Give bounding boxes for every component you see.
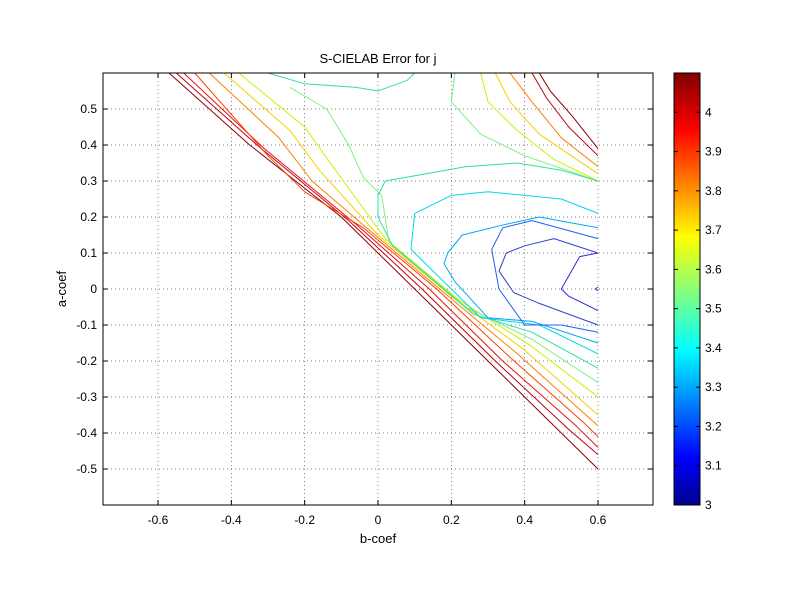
x-tick-label: 0.6 xyxy=(590,513,607,527)
y-tick-label: 0.3 xyxy=(80,174,97,188)
contour-line xyxy=(267,73,416,92)
y-tick-label: 0.4 xyxy=(80,138,97,152)
x-tick-label: -0.4 xyxy=(221,513,242,527)
contour-line xyxy=(498,238,599,326)
contour-line xyxy=(531,73,599,157)
contour-line xyxy=(194,73,599,437)
y-axis-label: a-coef xyxy=(54,271,69,308)
contour-lines xyxy=(168,73,599,470)
colorbar-ticks: 3 3.1 3.2 3.3 3.4 3.5 3.6 3.7 3.8 3.9 4 xyxy=(674,105,722,512)
y-tick-label: -0.1 xyxy=(76,318,97,332)
contour-line xyxy=(509,73,599,167)
colorbar-tick-label: 3.9 xyxy=(705,145,722,159)
y-tick-label: 0.2 xyxy=(80,210,97,224)
x-axis-label: b-coef xyxy=(360,531,397,546)
contour-line xyxy=(494,73,599,175)
colorbar-tick-label: 3.7 xyxy=(705,223,722,237)
colorbar-tick-label: 3.8 xyxy=(705,184,722,198)
x-tick-label: -0.2 xyxy=(294,513,315,527)
contour-line xyxy=(208,73,599,427)
contour-line xyxy=(594,286,599,292)
colorbar-tick-label: 3.1 xyxy=(705,459,722,473)
colorbar-tick-label: 3.4 xyxy=(705,341,722,355)
x-tick-label: 0 xyxy=(375,513,382,527)
y-tick-label: -0.2 xyxy=(76,354,97,368)
colorbar-tick-label: 4 xyxy=(705,105,712,119)
colorbar-tick-label: 3 xyxy=(705,498,712,512)
contour-line xyxy=(443,216,599,344)
contour-line xyxy=(410,191,599,355)
y-tick-label: -0.4 xyxy=(76,426,97,440)
contour-line xyxy=(538,73,599,149)
chart-title: S-CIELAB Error for j xyxy=(319,51,436,66)
x-tick-label: 0.4 xyxy=(516,513,533,527)
y-tick-label: -0.5 xyxy=(76,462,97,476)
contour-line xyxy=(168,73,599,470)
y-tick-label: 0 xyxy=(90,282,97,296)
contour-line xyxy=(175,73,599,455)
colorbar-tick-label: 3.3 xyxy=(705,380,722,394)
colorbar-tick-label: 3.2 xyxy=(705,419,722,433)
y-tick-label: 0.1 xyxy=(80,246,97,260)
colorbar-tick-label: 3.5 xyxy=(705,302,722,316)
y-tick-label: 0.5 xyxy=(80,102,97,116)
y-axis-ticks: -0.5 -0.4 -0.3 -0.2 -0.1 0 0.1 0.2 0.3 0.4 0.5 xyxy=(76,102,653,476)
x-axis-ticks: -0.6 -0.4 -0.2 0 0.2 0.4 0.6 xyxy=(148,73,607,527)
grid xyxy=(103,73,653,505)
contour-line xyxy=(560,252,599,312)
x-tick-label: 0.2 xyxy=(443,513,460,527)
contour-line xyxy=(480,73,599,182)
contour-line xyxy=(183,73,599,448)
colorbar-tick-label: 3.6 xyxy=(705,262,722,276)
contour-line xyxy=(223,73,599,416)
contour-line xyxy=(377,162,599,369)
contour-line xyxy=(238,73,599,398)
x-tick-label: -0.6 xyxy=(148,513,169,527)
contour-line xyxy=(491,220,599,333)
y-tick-label: -0.3 xyxy=(76,390,97,404)
colorbar-gradient xyxy=(673,72,701,506)
colorbar: 3 3.1 3.2 3.3 3.4 3.5 3.6 3.7 3.8 3.9 4 xyxy=(673,72,722,512)
contour-line xyxy=(289,86,599,384)
contour-line xyxy=(450,73,599,182)
